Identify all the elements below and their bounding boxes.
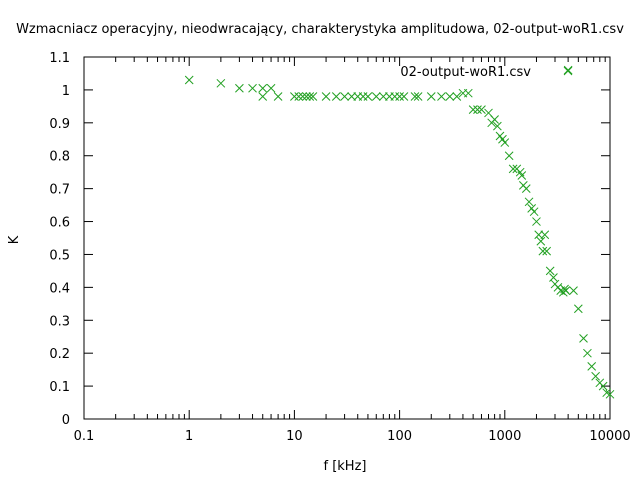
data-point	[573, 304, 583, 314]
y-tick-label: 0.1	[49, 380, 70, 395]
legend-marker-symbol	[563, 66, 573, 76]
y-tick-label: 0	[62, 413, 70, 428]
data-point	[258, 83, 268, 93]
data-point	[529, 207, 539, 217]
data-point	[340, 92, 349, 101]
data-point	[184, 75, 194, 85]
data-point	[545, 266, 555, 276]
data-point	[410, 92, 420, 101]
data-point	[587, 361, 597, 371]
data-point	[363, 92, 373, 101]
data-point	[532, 217, 541, 226]
data-point	[437, 92, 446, 101]
data-point	[452, 92, 462, 101]
plot-area	[83, 56, 611, 420]
x-tick-label: 1000	[488, 429, 521, 444]
y-tick-label: 0.6	[49, 216, 70, 231]
data-point	[266, 83, 276, 93]
legend-marker	[563, 66, 573, 76]
y-tick-label: 1	[62, 84, 70, 99]
x-tick-label: 10	[286, 429, 303, 444]
data-point	[371, 92, 381, 101]
data-point	[395, 92, 404, 101]
data-point	[358, 92, 368, 101]
data-point	[538, 246, 548, 256]
data-point	[468, 105, 478, 115]
data-point	[500, 138, 510, 147]
data-point	[248, 83, 257, 93]
data-point	[591, 371, 600, 381]
data-point	[598, 381, 608, 391]
x-axis-label: f [kHz]	[324, 459, 367, 474]
data-point	[298, 92, 308, 101]
data-point	[473, 105, 482, 115]
data-point	[549, 273, 558, 282]
data-point	[445, 92, 455, 101]
chart-title: Wzmacniacz operacyjny, nieodwracający, c…	[16, 22, 624, 37]
data-point	[493, 121, 502, 131]
x-tick-label: 0.1	[74, 429, 95, 444]
y-tick-label: 0.8	[49, 150, 70, 165]
plot-frame	[83, 56, 611, 420]
y-axis: 0 0.1 0.2 0.3 0.4 0.5 0.6 0.7 0.8 0.9 1 1.1	[49, 51, 610, 428]
data-point	[463, 88, 473, 98]
data-point	[517, 171, 527, 180]
y-tick-label: 0.7	[49, 183, 70, 198]
data-point	[331, 92, 341, 101]
x-axis: 0.1 1 10 100 1000 10000	[74, 57, 631, 444]
x-tick-label: 10000	[589, 429, 630, 444]
data-point	[508, 164, 518, 174]
data-point	[305, 92, 315, 101]
y-tick-label: 0.5	[49, 248, 70, 263]
data-series	[184, 65, 615, 399]
y-tick-label: 0.2	[49, 347, 70, 362]
data-point	[540, 230, 550, 240]
data-point	[347, 92, 356, 101]
data-point	[490, 115, 499, 124]
data-point	[504, 151, 514, 161]
data-point	[558, 287, 568, 297]
y-tick-label: 0.9	[49, 117, 70, 132]
data-point	[521, 184, 531, 193]
data-point	[302, 92, 311, 101]
data-point	[536, 236, 546, 246]
data-point	[390, 92, 400, 101]
data-point	[258, 92, 268, 101]
data-point	[235, 83, 244, 93]
data-point	[294, 92, 304, 101]
data-point	[524, 197, 534, 207]
data-point	[534, 230, 544, 240]
data-point	[321, 92, 331, 101]
data-point	[378, 92, 388, 101]
data-point	[561, 286, 571, 296]
data-point	[413, 92, 423, 101]
y-axis-label: K	[7, 235, 22, 244]
data-point	[426, 92, 436, 101]
data-point	[273, 92, 283, 101]
data-point	[569, 286, 578, 296]
y-tick-label: 0.3	[49, 314, 70, 329]
data-point	[308, 92, 318, 101]
x-tick-label: 1	[185, 429, 193, 444]
data-point	[290, 92, 299, 101]
y-tick-label: 1.1	[49, 51, 70, 66]
data-point	[477, 105, 486, 115]
data-point	[605, 389, 615, 399]
data-point	[542, 246, 552, 256]
legend-label: 02-output-woR1.csv	[400, 65, 531, 80]
data-point	[583, 348, 592, 358]
data-point	[579, 334, 588, 343]
y-tick-label: 0.4	[49, 281, 70, 296]
data-point	[216, 78, 226, 88]
x-tick-label: 100	[387, 429, 412, 444]
data-point	[399, 92, 409, 101]
legend: 02-output-woR1.csv	[400, 65, 573, 80]
